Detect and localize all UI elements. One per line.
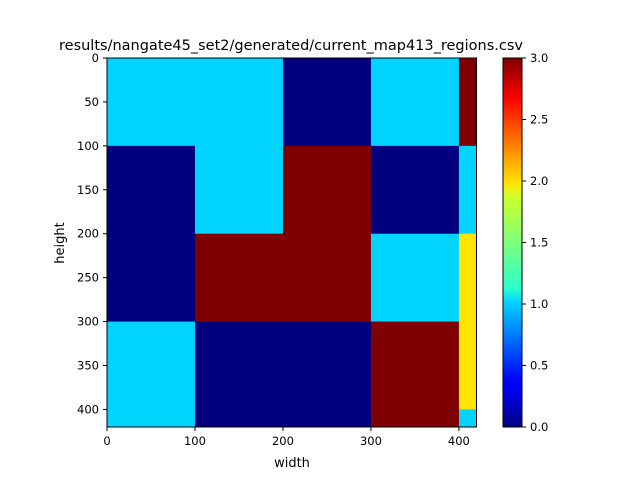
- y-tick-label: 250: [77, 271, 99, 285]
- y-tick-label: 100: [77, 139, 99, 153]
- y-tick-label: 350: [77, 359, 99, 373]
- chart-title: results/nangate45_set2/generated/current…: [59, 38, 523, 54]
- x-axis-label: width: [274, 456, 310, 471]
- colorbar-axis: 0.0 0.5 1.0 1.5 2.0 2.5 3.0: [522, 51, 548, 434]
- heatmap-cell: [282, 233, 372, 323]
- heatmap-cell: [194, 233, 284, 323]
- colorbar-tick-label: 3.0: [530, 51, 548, 65]
- heatmap-cell: [194, 58, 284, 147]
- heatmap-cell: [194, 321, 284, 410]
- y-tick-label: 0: [92, 51, 99, 65]
- colorbar-tick-label: 2.5: [530, 113, 548, 127]
- colorbar: [502, 57, 523, 428]
- heatmap-cells: [107, 58, 477, 428]
- heatmap-cell: [107, 233, 196, 323]
- colorbar-tick-label: 0.0: [530, 420, 548, 434]
- x-tick-label: 300: [360, 434, 382, 448]
- heatmap-cell: [458, 409, 477, 428]
- x-tick-label: 200: [272, 434, 294, 448]
- colorbar-tick-label: 1.5: [530, 236, 548, 250]
- y-tick-label: 200: [77, 227, 99, 241]
- y-tick-label: 300: [77, 315, 99, 329]
- heatmap-cell: [107, 58, 196, 147]
- x-tick-label: 400: [448, 434, 470, 448]
- heatmap-cell: [370, 145, 460, 235]
- colorbar-tick-label: 0.5: [530, 359, 548, 373]
- y-axis: 0 50 100 150 200 250 300 350 400: [77, 51, 107, 416]
- heatmap-cell: [107, 409, 196, 428]
- heatmap-cell: [370, 58, 460, 147]
- heatmap-cell: [370, 321, 460, 410]
- y-tick-label: 50: [84, 95, 99, 109]
- x-tick-label: 0: [103, 434, 110, 448]
- colorbar-tick-label: 1.0: [530, 297, 548, 311]
- colorbar-tick-label: 2.0: [530, 174, 548, 188]
- heatmap-cell: [458, 321, 477, 410]
- y-tick-label: 150: [77, 183, 99, 197]
- heatmap-cell: [370, 409, 460, 428]
- y-tick-label: 400: [77, 402, 99, 416]
- heatmap-cell: [282, 145, 372, 235]
- plot-frame: [106, 57, 477, 428]
- y-axis-label: height: [53, 222, 68, 263]
- heatmap-cell: [458, 58, 477, 147]
- x-tick-label: 100: [184, 434, 206, 448]
- heatmap-cell: [282, 409, 372, 428]
- heatmap-cell: [282, 58, 372, 147]
- heatmap-cell: [458, 233, 477, 323]
- heatmap-cell: [458, 145, 477, 235]
- heatmap-cell: [194, 409, 284, 428]
- heatmap-cell: [194, 145, 284, 235]
- heatmap-cell: [107, 145, 196, 235]
- heatmap-cell: [107, 321, 196, 410]
- heatmap-cell: [282, 321, 372, 410]
- x-axis: 0 100 200 300 400: [103, 427, 470, 448]
- heatmap-cell: [370, 233, 460, 323]
